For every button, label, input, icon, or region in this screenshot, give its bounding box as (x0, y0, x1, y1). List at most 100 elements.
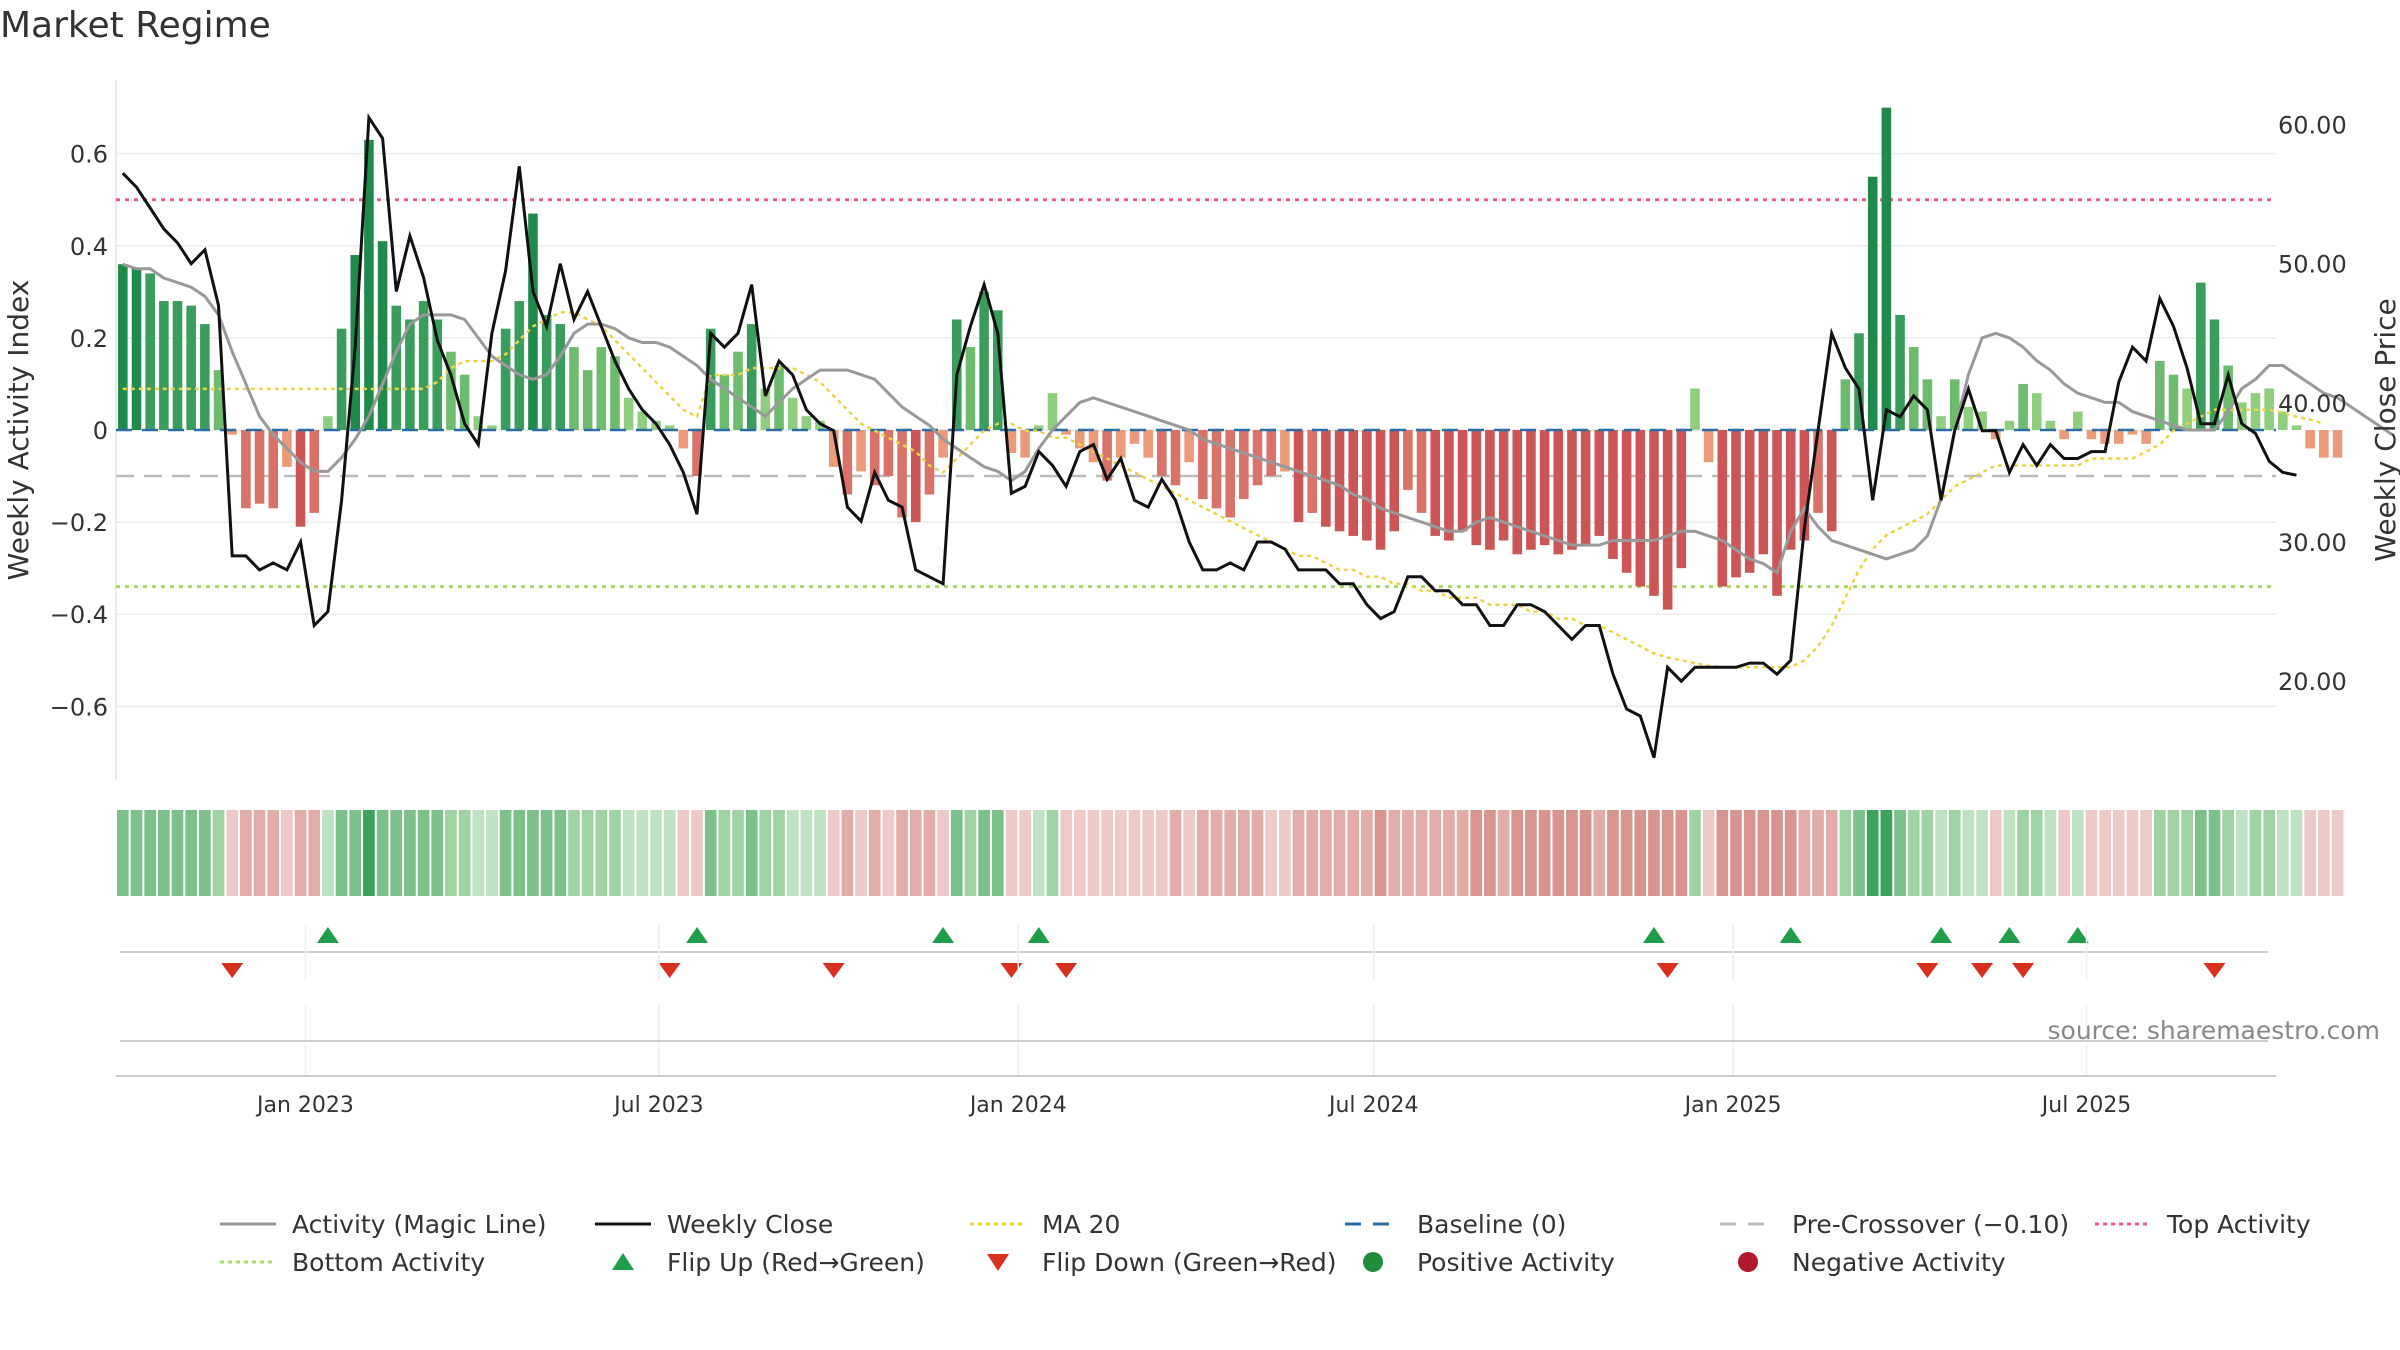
regime-strip-cell (595, 810, 608, 896)
bottom-axis: Jan 2023 Jul 2023 Jan 2024 Jul 2024 Jan 2025… (116, 925, 2276, 1118)
legend-item: Weekly Close (595, 1210, 833, 1239)
activity-bar (869, 430, 880, 486)
regime-strip-cell (144, 810, 157, 896)
regime-strip-cell (704, 810, 717, 896)
activity-bar (1034, 425, 1044, 430)
regime-strip-cell (363, 810, 375, 896)
activity-bar (842, 430, 853, 495)
regime-strip-cell (1320, 810, 1332, 896)
activity-bar (910, 430, 921, 523)
regime-strip-cell (499, 810, 512, 896)
activity-bar (2237, 402, 2247, 430)
activity-bar (1444, 430, 1454, 541)
right-tick-label: 50.00 (2278, 251, 2347, 279)
regime-strip-cell (226, 810, 239, 896)
activity-bar (405, 319, 415, 430)
regime-strip-cell (2167, 810, 2180, 896)
activity-bar (1744, 430, 1755, 573)
regime-strip-cell (841, 810, 854, 896)
activity-bar (1758, 430, 1769, 555)
right-axis-ticks: 60.00 50.00 40.00 30.00 20.00 (2278, 112, 2347, 697)
legend-item: Positive Activity (1363, 1248, 1615, 1277)
regime-strip-cell (1032, 810, 1045, 896)
regime-strip-cell (1306, 810, 1319, 896)
activity-bar (856, 430, 866, 472)
activity-bar (1239, 430, 1249, 500)
activity-bar (1867, 176, 1878, 430)
left-tick-label: 0.4 (70, 233, 108, 261)
activity-bar (2127, 430, 2138, 435)
x-tick-label: Jul 2024 (1327, 1093, 1419, 1118)
regime-strip-cell (663, 810, 676, 896)
legend-swatch (612, 1253, 634, 1270)
flip-up-marker (1027, 927, 1050, 943)
regime-strip-cell (814, 810, 826, 896)
regime-strip-cell (732, 810, 744, 896)
activity-bar (1334, 430, 1345, 532)
regime-strip-cell (1812, 810, 1824, 896)
regime-strip-cell (417, 810, 430, 896)
activity-bar (2223, 365, 2233, 430)
legend-item: Activity (Magic Line) (220, 1210, 546, 1239)
regime-strip-cell (2235, 810, 2248, 896)
activity-bar (473, 416, 484, 430)
activity-bar (2264, 388, 2274, 430)
regime-strip-cell (2099, 810, 2111, 896)
regime-strip-cell (1825, 810, 1838, 896)
activity-bar (1170, 430, 1181, 486)
activity-bar (2278, 411, 2288, 430)
regime-strip-cell (171, 810, 184, 896)
activity-bar (2168, 374, 2179, 430)
flip-up-marker (2066, 927, 2089, 943)
regime-strip-cell (458, 810, 471, 896)
activity-bar (172, 301, 183, 430)
activity-bar (1785, 430, 1796, 550)
activity-bar (1512, 430, 1523, 555)
activity-bar (391, 305, 402, 430)
regime-strip-cell (1771, 810, 1783, 896)
regime-strip-cell (2277, 810, 2289, 896)
regime-strip-cell (322, 810, 334, 896)
regime-strip-cell (2085, 810, 2098, 896)
activity-bar (1676, 430, 1687, 569)
regime-strip-cell (2290, 810, 2303, 896)
flip-down-marker (1055, 963, 1078, 978)
regime-strip-cell (1566, 810, 1578, 896)
activity-bar (1854, 333, 1864, 430)
regime-strip-cell (1005, 810, 1018, 896)
flip-down-marker (822, 963, 845, 978)
activity-bar (1594, 430, 1605, 536)
regime-strip-cell (568, 810, 580, 896)
regime-strip-cell (677, 810, 690, 896)
activity-bar (1717, 430, 1728, 587)
activity-bar (1416, 430, 1427, 513)
flip-up-marker (932, 927, 955, 943)
regime-strip-cell (827, 810, 840, 896)
activity-bar (254, 430, 265, 504)
regime-strip-cell (1279, 810, 1291, 896)
regime-strip-cell (2003, 810, 2016, 896)
activity-bar (2072, 411, 2083, 430)
regime-strip-cell (909, 810, 922, 896)
regime-strip-cell (622, 810, 635, 896)
activity-bar (1881, 107, 1892, 430)
activity-bar (323, 416, 333, 430)
activity-bar (2319, 430, 2329, 458)
regime-strip-cell (1935, 810, 1947, 896)
activity-bar (733, 351, 743, 430)
activity-bar (883, 430, 894, 477)
activity-bar (145, 273, 155, 430)
activity-bar (2004, 420, 2015, 430)
activity-bar (2141, 430, 2151, 444)
activity-bar (528, 213, 538, 430)
regime-strip-cell (431, 810, 444, 896)
activity-bar (596, 347, 607, 430)
activity-bar (432, 319, 443, 430)
flip-down-marker (221, 963, 244, 978)
activity-bar (118, 264, 128, 430)
regime-strip-cell (117, 810, 129, 896)
flip-up-marker (686, 927, 709, 943)
activity-bar (938, 430, 948, 458)
activity-bar (719, 374, 730, 430)
activity-bar (186, 305, 196, 430)
